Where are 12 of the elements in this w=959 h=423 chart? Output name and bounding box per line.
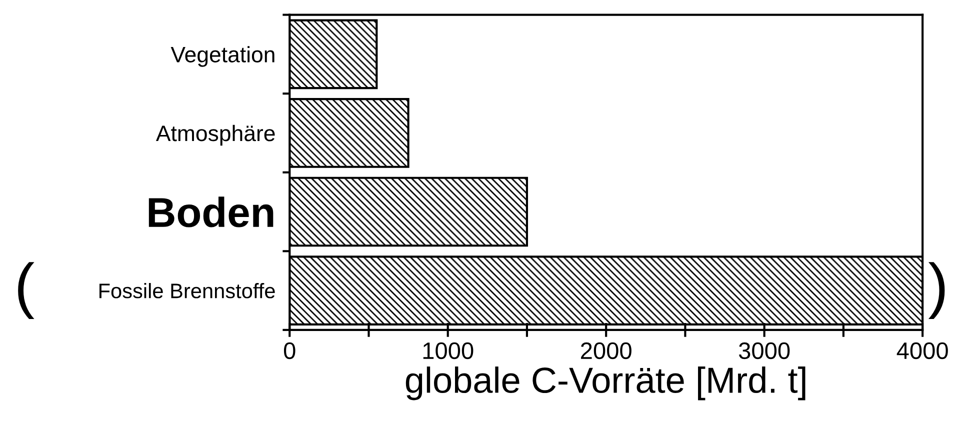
x-tick-label: 4000 [896,342,948,360]
text: ( [18,262,34,320]
y-tick-label: Fossile Brennstoffe [99,283,275,298]
x-tick-label: 3000 [738,342,790,360]
x-axis-title: globale C-Vorräte [Mrd. t] [406,366,806,400]
x-tick-label: 2000 [581,342,632,360]
x-tick-label: 0 [284,342,296,360]
x-tick-label: 1000 [423,342,474,360]
y-tick-label: Vegetation [170,46,274,67]
y-tick-label: Atmosphäre [156,124,275,146]
y-tick-label: Boden [148,196,274,228]
text: ) [928,262,945,320]
